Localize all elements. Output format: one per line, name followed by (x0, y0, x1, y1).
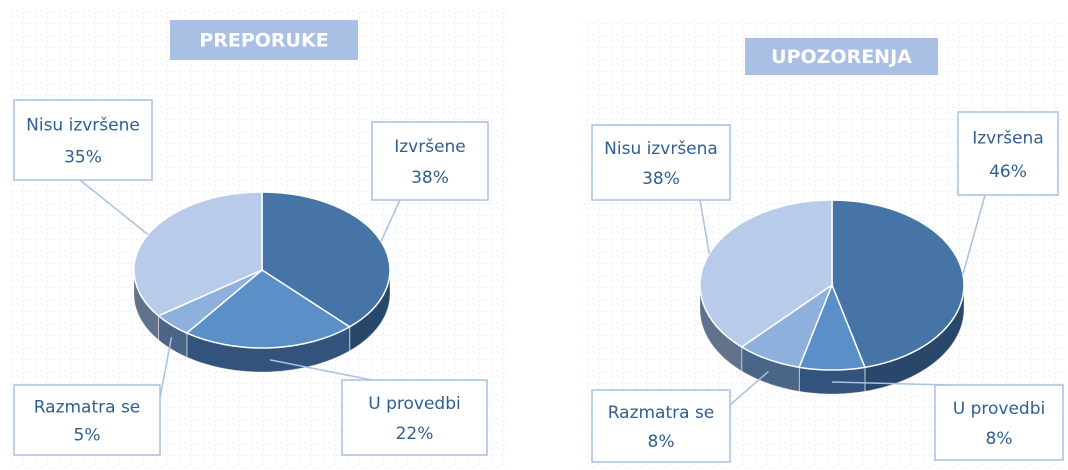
pie-side-shade (134, 270, 159, 340)
label-box (13, 99, 153, 181)
pie-slice (261, 191, 391, 328)
value-label: 38% (411, 168, 449, 188)
pie-slice (133, 191, 263, 317)
category-label: Nisu izvršene (26, 116, 140, 136)
label-box (591, 389, 731, 463)
category-label: Nisu izvršena (604, 139, 718, 159)
pie-side-shade (349, 270, 390, 351)
leader-line (269, 359, 373, 381)
pie-side-shade (158, 315, 187, 358)
value-label: 35% (64, 148, 102, 168)
label-box (341, 379, 488, 456)
leader-line (729, 370, 769, 406)
label-box (371, 121, 489, 201)
category-label: Razmatra se (608, 403, 715, 423)
chart-title: UPOZORENJA (771, 46, 912, 68)
value-label: 8% (986, 429, 1013, 449)
pie-side-shade (700, 285, 742, 371)
pie-slice (185, 269, 352, 349)
pie-side-shade (186, 326, 350, 372)
leader-line (962, 194, 986, 275)
category-label: Razmatra se (34, 397, 141, 417)
leader-line (831, 381, 951, 386)
leader-line (159, 337, 173, 399)
category-label: Izvršena (972, 129, 1044, 149)
leader-line (699, 199, 711, 254)
leader-line (380, 199, 401, 242)
value-label: 8% (648, 432, 675, 452)
category-label: U provedbi (953, 399, 1045, 419)
pie-side-shade (864, 285, 964, 392)
title-box (170, 20, 358, 60)
title-box (745, 38, 938, 75)
value-label: 38% (642, 169, 680, 189)
value-label: 5% (74, 425, 101, 445)
label-box (934, 384, 1064, 461)
pie-side-shade (799, 367, 865, 394)
value-label: 22% (396, 424, 434, 444)
label-box (591, 124, 731, 201)
pie-slice (699, 199, 833, 348)
pie-side-shade (741, 346, 800, 392)
chart-title: PREPORUKE (199, 30, 328, 52)
label-box (13, 384, 161, 456)
label-box (957, 111, 1059, 196)
category-label: U provedbi (368, 394, 460, 414)
value-label: 46% (989, 162, 1027, 182)
leader-line (79, 179, 149, 236)
category-label: Izvršene (394, 137, 466, 157)
